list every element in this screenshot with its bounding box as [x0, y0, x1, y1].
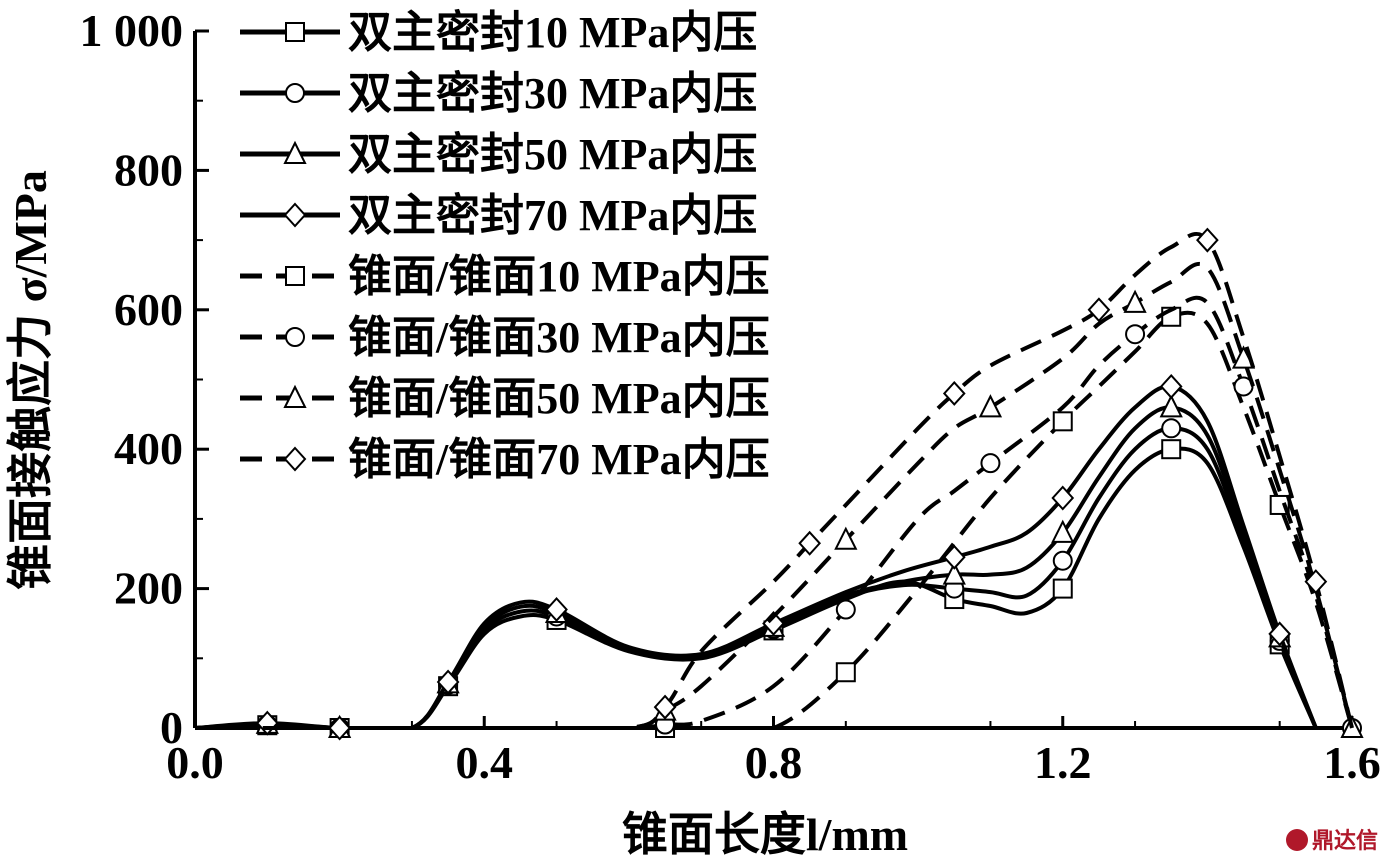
data-point — [942, 380, 966, 406]
y-tick-label: 400 — [114, 423, 183, 474]
series-layer — [194, 227, 1364, 741]
series-8 — [195, 227, 1354, 741]
legend-item: 锥面/锥面30 MPa内压 — [240, 313, 770, 362]
data-point — [1123, 289, 1147, 313]
data-point — [328, 715, 351, 741]
y-tick-label: 200 — [114, 563, 183, 614]
legend-marker — [283, 446, 307, 472]
watermark: 鼎达信 — [1286, 828, 1378, 854]
legend-item: 双主密封50 MPa内压 — [240, 130, 757, 179]
legend-item: 锥面/锥面10 MPa内压 — [240, 252, 770, 301]
data-point — [978, 394, 1003, 418]
legend-label: 锥面/锥面50 MPa内压 — [348, 374, 770, 423]
data-point — [762, 610, 785, 636]
x-tick-label: 1.6 — [1323, 737, 1381, 788]
series-4 — [194, 373, 1318, 736]
legend-label: 锥面/锥面10 MPa内压 — [348, 252, 770, 301]
data-point — [1052, 550, 1073, 571]
data-point — [1159, 394, 1183, 418]
data-point — [1304, 569, 1328, 595]
legend-label: 双主密封10 MPa内压 — [348, 8, 757, 57]
legend-label: 锥面/锥面30 MPa内压 — [348, 313, 770, 362]
data-point — [1161, 418, 1182, 439]
data-point — [1125, 324, 1146, 345]
legend-marker — [283, 202, 307, 228]
y-axis-title: 锥面接触应力 σ/MPa — [5, 170, 56, 590]
legend-marker — [285, 327, 305, 347]
series-line — [195, 295, 1354, 731]
watermark-text: 鼎达信 — [1312, 828, 1378, 854]
data-point — [1268, 621, 1292, 647]
x-tick-label: 0.0 — [166, 737, 224, 788]
legend-marker — [285, 266, 305, 286]
data-point — [798, 530, 822, 556]
x-tick-label: 0.8 — [745, 737, 803, 788]
series-6 — [195, 295, 1362, 738]
series-line — [194, 446, 1318, 731]
data-point — [1159, 373, 1183, 399]
data-point — [942, 561, 966, 585]
legend-label: 双主密封50 MPa内压 — [348, 130, 757, 179]
y-tick-label: 800 — [114, 144, 183, 195]
data-point — [436, 669, 460, 695]
series-1 — [194, 439, 1318, 736]
legend-marker — [283, 140, 307, 164]
data-point — [835, 599, 856, 620]
data-point — [653, 694, 677, 720]
legend-item: 双主密封70 MPa内压 — [240, 191, 757, 240]
data-point — [1161, 439, 1182, 460]
legend-label: 锥面/锥面70 MPa内压 — [348, 435, 770, 484]
data-point — [1087, 297, 1111, 323]
legend-item: 锥面/锥面50 MPa内压 — [240, 374, 770, 423]
watermark-logo-icon — [1286, 829, 1308, 851]
data-point — [545, 597, 568, 622]
data-point — [1051, 485, 1075, 511]
data-point — [1196, 227, 1219, 253]
series-5 — [195, 306, 1354, 738]
legend-item: 双主密封30 MPa内压 — [240, 69, 757, 118]
legend-marker — [285, 83, 305, 103]
data-point — [1051, 519, 1075, 543]
data-point — [834, 526, 858, 550]
x-axis-title: 锥面长度l/mm — [622, 809, 908, 860]
y-tick-label: 600 — [114, 284, 183, 335]
legend-label: 双主密封30 MPa内压 — [348, 69, 757, 118]
legend-label: 双主密封70 MPa内压 — [348, 191, 757, 240]
data-point — [1052, 578, 1073, 599]
y-tick-label: 1 000 — [80, 5, 184, 56]
data-point — [1052, 411, 1073, 432]
data-point — [980, 453, 1001, 474]
x-tick-label: 1.2 — [1034, 737, 1092, 788]
data-point — [835, 662, 856, 683]
axes: 0.0 0.4 0.8 1.2 1.6 0 200 400 600 800 1 000 — [80, 5, 1381, 788]
legend-marker — [283, 384, 307, 408]
legend-item: 双主密封10 MPa内压 — [240, 8, 757, 57]
legend-item: 锥面/锥面70 MPa内压 — [240, 435, 770, 484]
legend-marker — [285, 22, 305, 42]
y-tick-label: 0 — [160, 702, 183, 753]
x-tick-label: 0.4 — [456, 737, 514, 788]
